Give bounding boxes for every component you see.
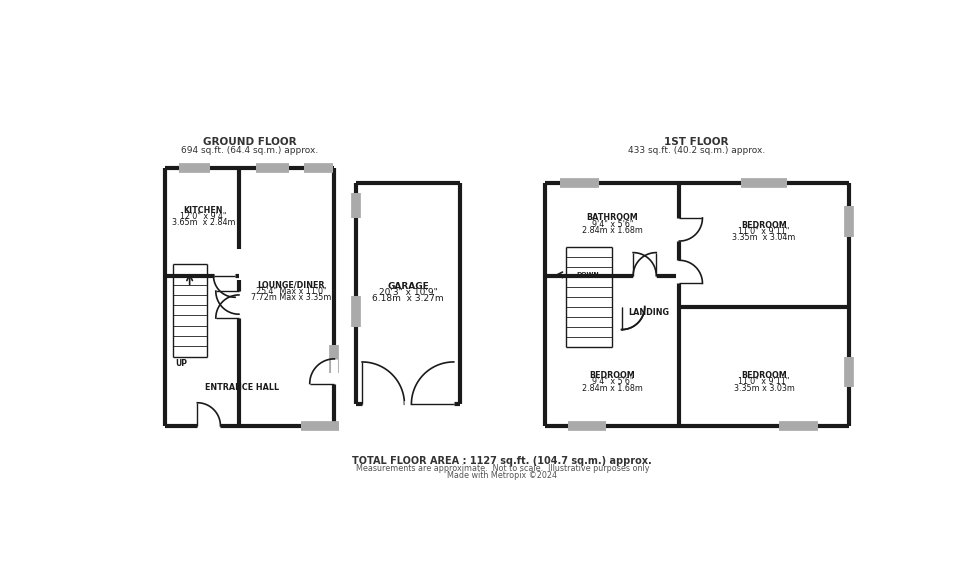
Text: BEDROOM: BEDROOM: [590, 371, 635, 380]
Text: DOWN: DOWN: [576, 272, 599, 277]
Text: 25'4" Max x 11'0": 25'4" Max x 11'0": [256, 287, 326, 296]
Text: LANDING: LANDING: [628, 308, 669, 317]
Text: GARAGE: GARAGE: [387, 281, 429, 290]
Text: 433 sq.ft. (40.2 sq.m.) approx.: 433 sq.ft. (40.2 sq.m.) approx.: [628, 146, 765, 155]
Text: UP: UP: [175, 359, 187, 368]
Text: TOTAL FLOOR AREA : 1127 sq.ft. (104.7 sq.m.) approx.: TOTAL FLOOR AREA : 1127 sq.ft. (104.7 sq…: [353, 455, 652, 466]
Text: 9'4" x 5'6": 9'4" x 5'6": [592, 377, 633, 386]
Text: BEDROOM: BEDROOM: [741, 371, 787, 380]
Text: 3.65m  x 2.84m: 3.65m x 2.84m: [172, 218, 235, 227]
Text: 6.18m  x 3.27m: 6.18m x 3.27m: [372, 294, 444, 303]
Text: GROUND FLOOR: GROUND FLOOR: [203, 137, 297, 147]
Text: 12'0" x 9'4": 12'0" x 9'4": [180, 212, 226, 221]
Text: Measurements are approximate.  Not to scale.  Illustrative purposes only: Measurements are approximate. Not to sca…: [356, 464, 649, 473]
Text: BEDROOM: BEDROOM: [741, 221, 787, 230]
Text: 11'0" x 9'11": 11'0" x 9'11": [738, 377, 790, 386]
Text: 2.84m x 1.68m: 2.84m x 1.68m: [582, 384, 643, 393]
Text: BATHROOM: BATHROOM: [586, 214, 638, 223]
Text: 3.35m  x 3.04m: 3.35m x 3.04m: [732, 233, 796, 242]
Text: 694 sq.ft. (64.4 sq.m.) approx.: 694 sq.ft. (64.4 sq.m.) approx.: [181, 146, 318, 155]
Text: 9'4" x 5'6": 9'4" x 5'6": [592, 220, 633, 229]
Text: KITCHEN: KITCHEN: [183, 206, 223, 215]
Text: 2.84m x 1.68m: 2.84m x 1.68m: [582, 226, 643, 235]
Text: 1ST FLOOR: 1ST FLOOR: [664, 137, 729, 147]
Text: 7.72m Max x 3.35m: 7.72m Max x 3.35m: [251, 293, 331, 302]
Text: 3.35m x 3.03m: 3.35m x 3.03m: [734, 384, 795, 393]
Text: 11'0" x 9'11": 11'0" x 9'11": [738, 227, 790, 236]
Text: LOUNGE/DINER: LOUNGE/DINER: [258, 281, 325, 290]
Text: ENTRANCE HALL: ENTRANCE HALL: [205, 383, 279, 392]
Text: 20'3" x 10'9": 20'3" x 10'9": [378, 288, 437, 297]
Text: Made with Metropix ©2024: Made with Metropix ©2024: [447, 471, 558, 480]
